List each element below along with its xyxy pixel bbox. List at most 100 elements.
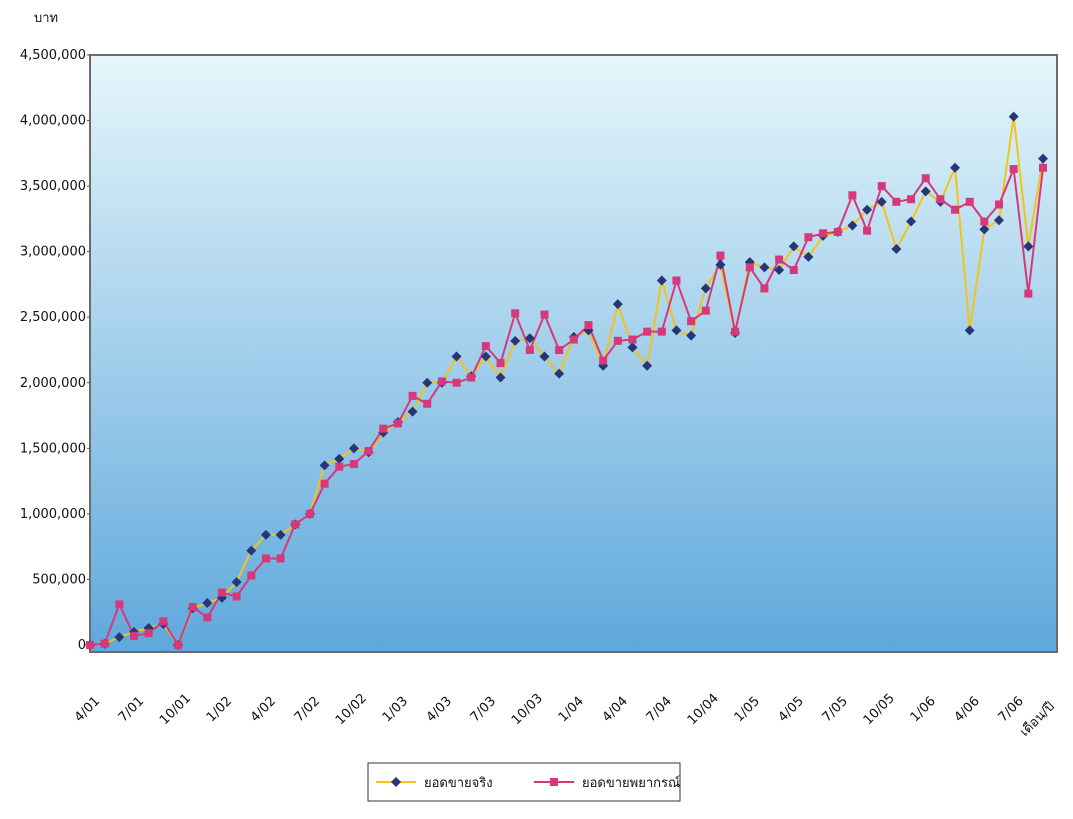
data-point [848,191,856,199]
data-point [159,617,167,625]
y-tick-label: 3,000,000 [20,245,86,260]
data-point [760,284,768,292]
x-tick-label: 4/04 [600,694,631,725]
x-tick-label: 4/01 [72,694,103,725]
data-point [541,311,549,319]
x-tick-label: 10/04 [685,691,722,728]
y-axis-label: บาท [34,11,58,26]
y-tick-label: 500,000 [32,572,86,587]
data-point [570,336,578,344]
data-point [86,641,94,649]
data-point [819,229,827,237]
data-point [687,317,695,325]
data-point [409,392,417,400]
x-tick-label: 1/05 [732,694,763,725]
data-point [672,277,680,285]
y-tick-label: 2,000,000 [20,376,86,391]
data-point [394,419,402,427]
data-point [614,337,622,345]
x-tick-label: 4/06 [952,694,983,725]
x-tick-label: 1/03 [380,694,411,725]
x-tick-label: 7/04 [644,694,675,725]
legend-label: ยอดขายพยากรณ์ [582,775,680,791]
x-tick-label: 10/05 [861,691,898,728]
data-point [951,206,959,214]
y-tick-label: 4,500,000 [20,48,86,63]
data-point [834,228,842,236]
data-point [966,198,974,206]
data-point [863,227,871,235]
x-tick-label: 1/04 [556,694,587,725]
data-point [790,266,798,274]
data-point [658,328,666,336]
chart: บาท เดือน/ปี 0500,0001,000,0001,500,0002… [0,0,1073,815]
legend-marker [550,778,558,786]
data-point [467,374,475,382]
legend-label: ยอดขายจริง [424,776,493,791]
data-point [218,589,226,597]
data-point [262,554,270,562]
data-point [189,603,197,611]
y-tick-label: 2,500,000 [20,310,86,325]
data-point [145,629,153,637]
x-tick-label: 10/03 [509,691,546,728]
x-tick-label: 1/02 [204,694,235,725]
x-tick-label: 7/06 [996,694,1027,725]
data-point [497,359,505,367]
data-point [995,200,1003,208]
data-point [482,342,490,350]
data-point [174,641,182,649]
data-point [804,233,812,241]
y-tick-label: 3,500,000 [20,179,86,194]
data-point [335,463,343,471]
data-point [775,256,783,264]
x-tick-label: 7/01 [116,694,147,725]
data-point [980,218,988,226]
x-tick-label: 4/05 [776,694,807,725]
data-point [892,198,900,206]
data-point [1039,164,1047,172]
data-point [746,263,754,271]
data-point [365,447,373,455]
data-point [453,379,461,387]
data-point [130,632,138,640]
data-point [1010,165,1018,173]
data-point [922,174,930,182]
data-point [101,640,109,648]
y-tick-label: 0 [78,638,86,653]
data-point [702,307,710,315]
data-point [438,377,446,385]
data-point [731,328,739,336]
data-point [584,321,592,329]
data-point [716,252,724,260]
y-tick-label: 1,500,000 [20,441,86,456]
x-tick-label: 7/05 [820,694,851,725]
data-point [1024,290,1032,298]
data-point [907,195,915,203]
data-point [379,425,387,433]
data-point [306,510,314,518]
data-point [350,460,358,468]
data-point [277,554,285,562]
plot-area [90,55,1057,652]
data-point [555,346,563,354]
data-point [423,400,431,408]
data-point [936,195,944,203]
x-tick-label: 1/06 [908,694,939,725]
data-point [599,356,607,364]
data-point [247,572,255,580]
data-point [511,309,519,317]
x-tick-label: 4/02 [248,694,279,725]
x-tick-label: 7/02 [292,694,323,725]
x-tick-label: 10/01 [157,691,194,728]
x-tick-label: 4/03 [424,694,455,725]
data-point [291,520,299,528]
data-point [628,336,636,344]
data-point [203,613,211,621]
x-tick-label: 7/03 [468,694,499,725]
data-point [233,592,241,600]
data-point [526,346,534,354]
x-tick-label: 10/02 [333,691,370,728]
y-tick-label: 1,000,000 [20,507,86,522]
data-point [878,182,886,190]
